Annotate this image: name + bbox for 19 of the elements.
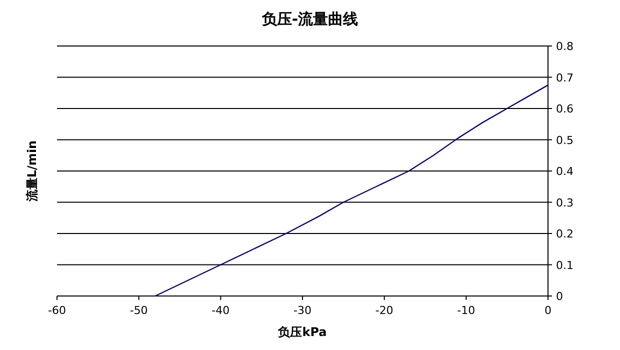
- x-tick-label: -50: [130, 304, 148, 317]
- x-axis-title: 负压kPa: [277, 325, 327, 339]
- x-tick-label: -10: [457, 304, 476, 317]
- x-tick-label: -30: [294, 304, 312, 317]
- y-tick-label: 0.7: [556, 71, 574, 84]
- y-tick-label: 0.2: [556, 228, 574, 240]
- y-axis-title: 流量L/min: [25, 140, 39, 203]
- y-tick-label: 0.8: [556, 40, 574, 53]
- chart-title: 负压-流量曲线: [260, 10, 358, 28]
- y-tick-label: 0.3: [556, 196, 574, 210]
- x-tick-label: -20: [375, 304, 394, 317]
- x-tick-label: -60: [48, 304, 66, 317]
- y-tick-label: 0: [556, 290, 563, 303]
- y-tick-label: 0.5: [556, 134, 574, 147]
- y-tick-label: 0.1: [556, 258, 574, 272]
- x-tick-label: -40: [212, 304, 230, 317]
- y-tick-label: 0.4: [556, 165, 574, 178]
- y-tick-label: 0.6: [556, 102, 574, 116]
- x-tick-label: 0: [544, 304, 552, 317]
